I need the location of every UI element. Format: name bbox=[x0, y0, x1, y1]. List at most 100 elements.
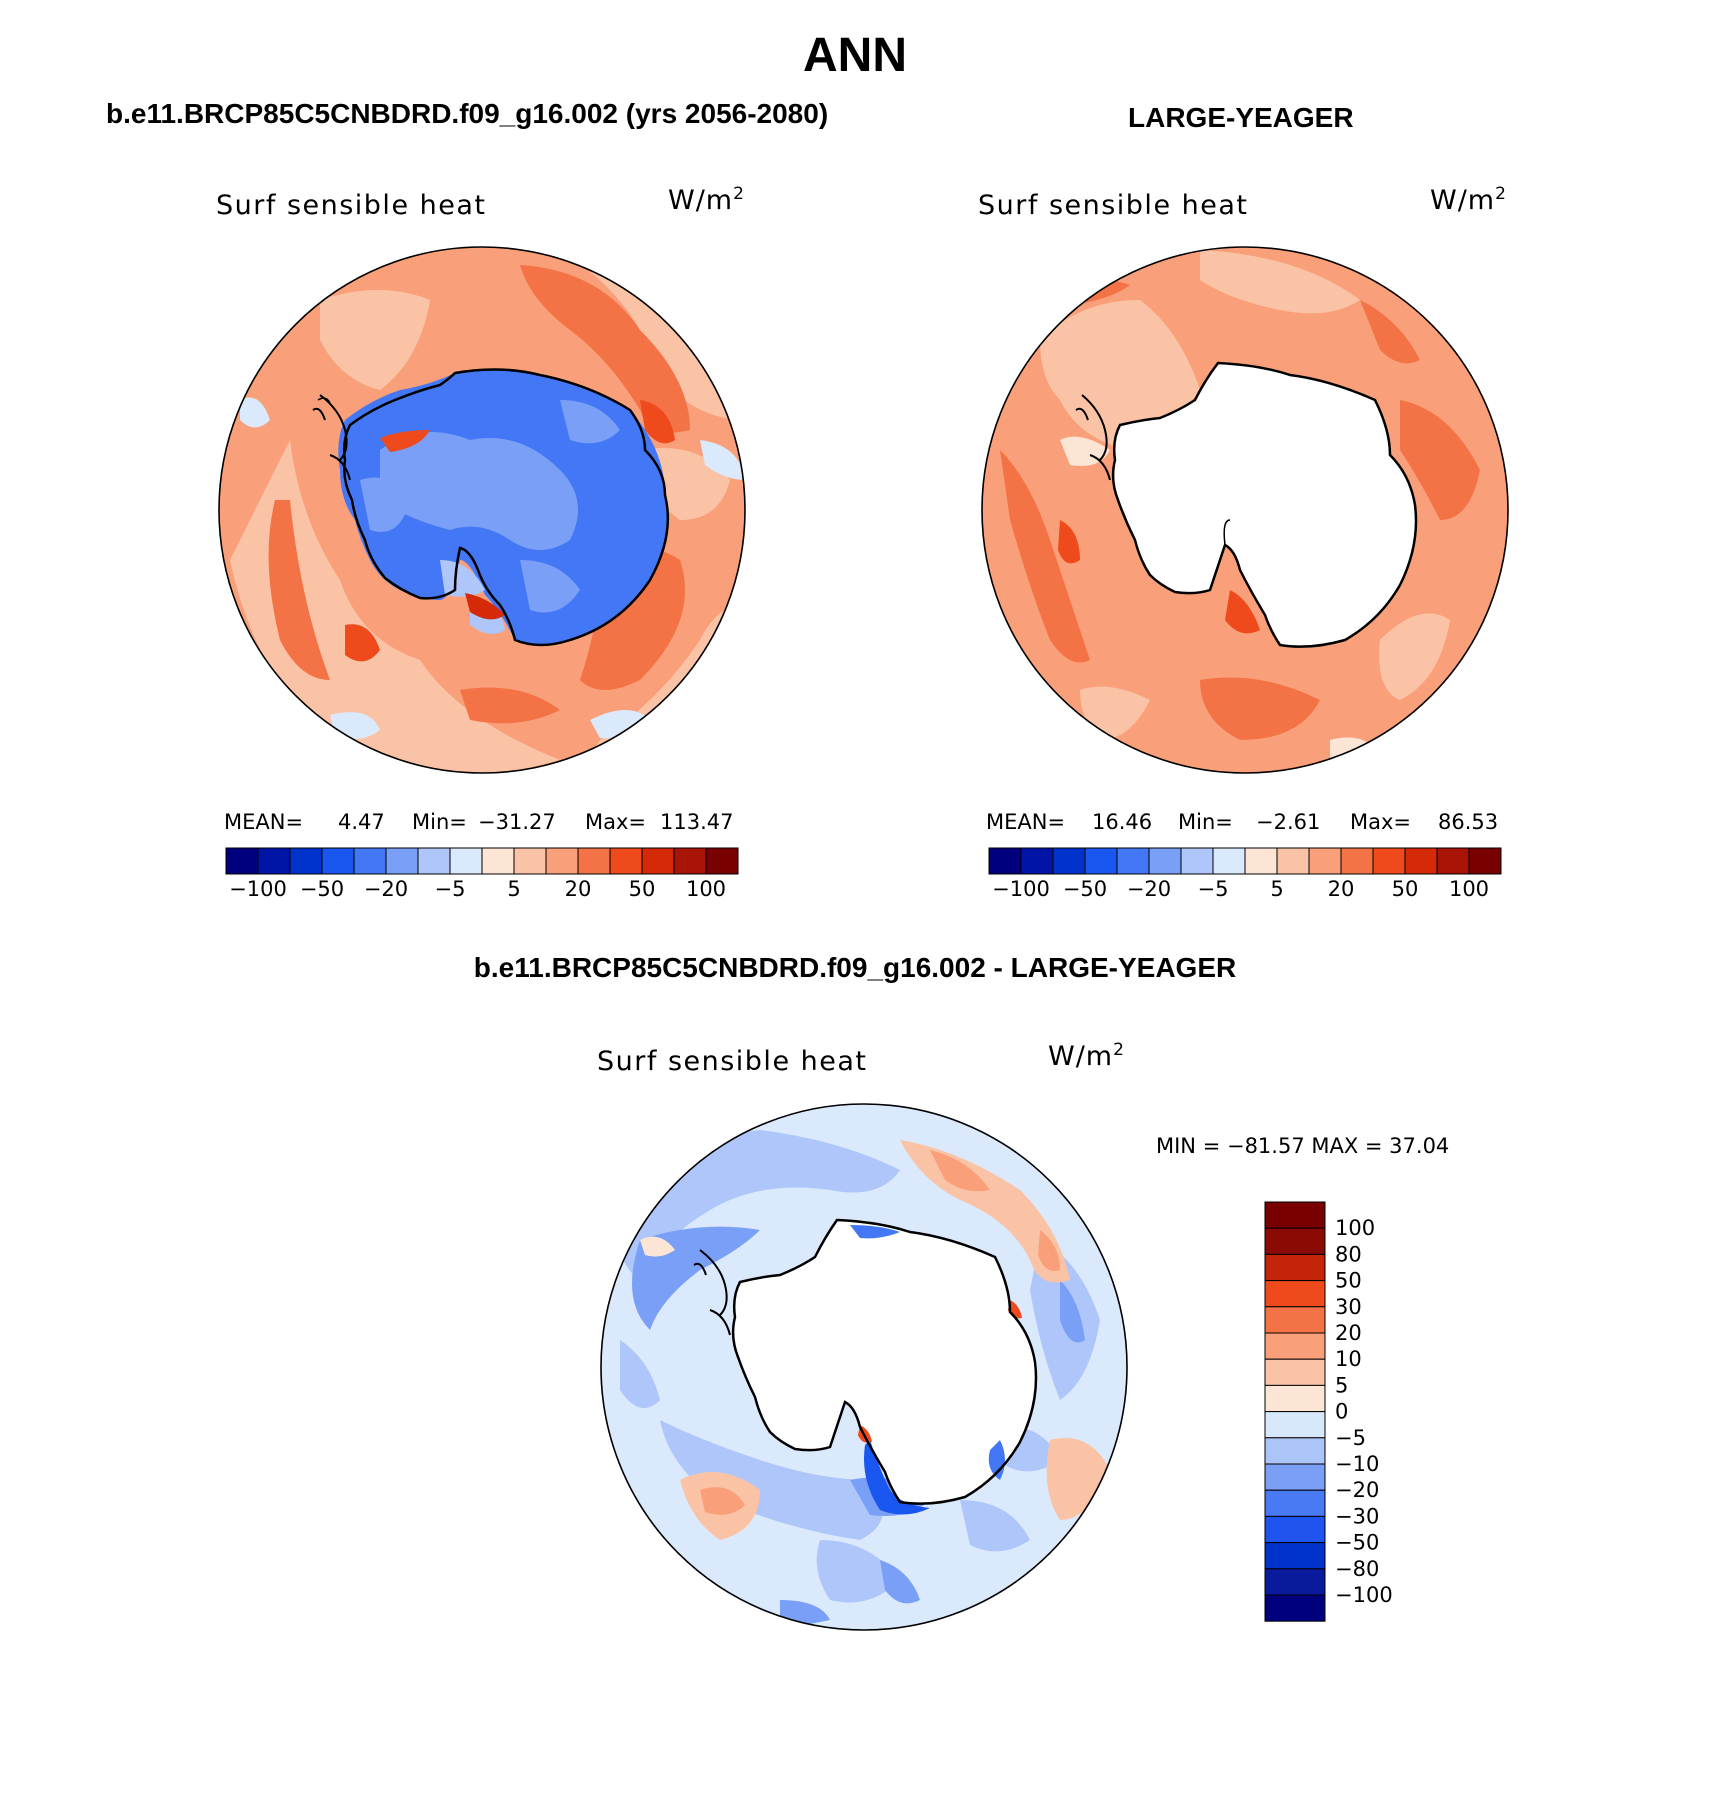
colorbar-difference-tick-label: −20 bbox=[1335, 1478, 1379, 1502]
panel-left-variable: Surf sensible heat bbox=[216, 190, 487, 221]
colorbar-difference-tick-label: 100 bbox=[1335, 1216, 1375, 1240]
panel-right-variable: Surf sensible heat bbox=[978, 190, 1249, 221]
colorbar-difference-swatch bbox=[1264, 1594, 1326, 1622]
colorbar-difference-swatch bbox=[1264, 1463, 1326, 1491]
case-title-left: b.e11.BRCP85C5CNBDRD.f09_g16.002 (yrs 20… bbox=[106, 98, 829, 129]
panel-right-units: W/m2 bbox=[1430, 184, 1507, 216]
colorbar-left-swatch bbox=[417, 847, 451, 875]
colorbar-left-tick-label: 5 bbox=[507, 877, 520, 901]
page-title: ANN bbox=[803, 29, 907, 82]
colorbar-difference-tick-label: −10 bbox=[1335, 1452, 1379, 1476]
panel-right-max-label: Max= bbox=[1350, 810, 1412, 834]
colorbar-right-swatch bbox=[988, 847, 1022, 875]
case-title-difference: b.e11.BRCP85C5CNBDRD.f09_g16.002 - LARGE… bbox=[473, 952, 1237, 983]
panel-right-min-value: −2.61 bbox=[1256, 810, 1321, 834]
panel-left-max-value: 113.47 bbox=[660, 810, 734, 834]
case-title-right: LARGE-YEAGER bbox=[1128, 102, 1354, 133]
colorbar-difference-tick-label: 30 bbox=[1335, 1295, 1362, 1319]
colorbar-left: −100 −50 −20 −5 5 20 50 100 bbox=[225, 847, 739, 901]
colorbar-left-swatch bbox=[513, 847, 547, 875]
map-right bbox=[981, 246, 1509, 774]
colorbar-right-swatch bbox=[1308, 847, 1342, 875]
panel-diff-variable: Surf sensible heat bbox=[597, 1046, 868, 1077]
colorbar-difference-swatch bbox=[1264, 1358, 1326, 1386]
colorbar-left-swatch bbox=[321, 847, 355, 875]
colorbar-right-tick-label: 20 bbox=[1328, 877, 1355, 901]
colorbar-difference-swatch bbox=[1264, 1489, 1326, 1517]
colorbar-left-swatch bbox=[481, 847, 515, 875]
colorbar-difference-tick-label: −5 bbox=[1335, 1426, 1366, 1450]
colorbar-difference-swatch bbox=[1264, 1384, 1326, 1413]
colorbar-left-tick-label: 50 bbox=[629, 877, 656, 901]
panel-diff-minmax: MIN = −81.57 MAX = 37.04 bbox=[1156, 1134, 1450, 1158]
map-left bbox=[218, 246, 746, 774]
colorbar-left-swatch bbox=[353, 847, 387, 875]
panel-left-mean-value: 4.47 bbox=[338, 810, 385, 834]
colorbar-left-swatch bbox=[705, 847, 739, 875]
panel-diff-units: W/m2 bbox=[1048, 1040, 1125, 1072]
colorbar-difference-swatch bbox=[1264, 1280, 1326, 1308]
colorbar-difference-swatch bbox=[1264, 1227, 1326, 1255]
colorbar-right-swatch bbox=[1404, 847, 1438, 875]
colorbar-right-swatch bbox=[1372, 847, 1406, 875]
colorbar-difference-tick-label: −30 bbox=[1335, 1504, 1379, 1528]
colorbar-right-swatch bbox=[1084, 847, 1118, 875]
colorbar-difference-swatch bbox=[1264, 1253, 1326, 1282]
colorbar-right-swatch bbox=[1340, 847, 1374, 875]
colorbar-right-swatch bbox=[1020, 847, 1054, 875]
colorbar-difference-tick-label: 50 bbox=[1335, 1269, 1362, 1293]
panel-right-min-label: Min= bbox=[1178, 810, 1233, 834]
colorbar-difference-tick-label: 10 bbox=[1335, 1347, 1362, 1371]
colorbar-difference-swatch bbox=[1264, 1411, 1326, 1439]
colorbar-left-tick-label: −100 bbox=[229, 877, 287, 901]
colorbar-left-swatch bbox=[609, 847, 643, 875]
colorbar-difference-tick-label: −80 bbox=[1335, 1557, 1379, 1581]
colorbar-left-tick-label: 100 bbox=[686, 877, 726, 901]
colorbar-difference-swatch bbox=[1264, 1437, 1326, 1465]
colorbar-right: −100 −50 −20 −5 5 20 50 100 bbox=[988, 847, 1502, 901]
colorbar-right-tick-label: −100 bbox=[992, 877, 1050, 901]
colorbar-difference-tick-label: 20 bbox=[1335, 1321, 1362, 1345]
panel-left-min-label: Min= bbox=[412, 810, 467, 834]
map-difference bbox=[600, 1103, 1128, 1631]
colorbar-right-swatch bbox=[1180, 847, 1214, 875]
panel-left-units: W/m2 bbox=[668, 184, 745, 216]
colorbar-left-tick-label: −5 bbox=[435, 877, 466, 901]
panel-left-min-value: −31.27 bbox=[478, 810, 556, 834]
colorbar-right-tick-label: 50 bbox=[1392, 877, 1419, 901]
colorbar-difference-tick-label: −100 bbox=[1335, 1583, 1393, 1607]
colorbar-difference-tick-label: 0 bbox=[1335, 1400, 1348, 1424]
colorbar-difference-swatch bbox=[1264, 1515, 1326, 1544]
colorbar-left-swatch bbox=[225, 847, 259, 875]
colorbar-left-tick-label: −20 bbox=[364, 877, 408, 901]
colorbar-left-swatch bbox=[641, 847, 675, 875]
colorbar-difference-swatch bbox=[1264, 1201, 1326, 1229]
colorbar-right-tick-label: −5 bbox=[1198, 877, 1229, 901]
panel-right-max-value: 86.53 bbox=[1438, 810, 1499, 834]
colorbar-left-swatch bbox=[449, 847, 483, 875]
panel-right-mean-value: 16.46 bbox=[1092, 810, 1153, 834]
colorbar-right-swatch bbox=[1148, 847, 1182, 875]
colorbar-difference-swatch bbox=[1264, 1568, 1326, 1596]
colorbar-right-tick-label: 5 bbox=[1270, 877, 1283, 901]
colorbar-right-swatch bbox=[1212, 847, 1246, 875]
colorbar-right-swatch bbox=[1436, 847, 1470, 875]
colorbar-left-swatch bbox=[673, 847, 707, 875]
panel-left-max-label: Max= bbox=[585, 810, 647, 834]
colorbar-left-swatch bbox=[545, 847, 579, 875]
colorbar-left-swatch bbox=[577, 847, 611, 875]
colorbar-difference-swatch bbox=[1264, 1332, 1326, 1360]
panel-left-mean-label: MEAN= bbox=[224, 810, 304, 834]
colorbar-left-tick-label: 20 bbox=[565, 877, 592, 901]
colorbar-difference-tick-label: 5 bbox=[1335, 1373, 1348, 1397]
colorbar-difference-tick-label: −50 bbox=[1335, 1531, 1379, 1555]
colorbar-right-swatch bbox=[1116, 847, 1150, 875]
colorbar-right-tick-label: −50 bbox=[1063, 877, 1107, 901]
colorbar-difference-tick-label: 80 bbox=[1335, 1242, 1362, 1266]
colorbar-left-swatch bbox=[257, 847, 291, 875]
colorbar-difference-swatch bbox=[1264, 1306, 1326, 1334]
colorbar-right-swatch bbox=[1052, 847, 1086, 875]
colorbar-left-tick-label: −50 bbox=[300, 877, 344, 901]
